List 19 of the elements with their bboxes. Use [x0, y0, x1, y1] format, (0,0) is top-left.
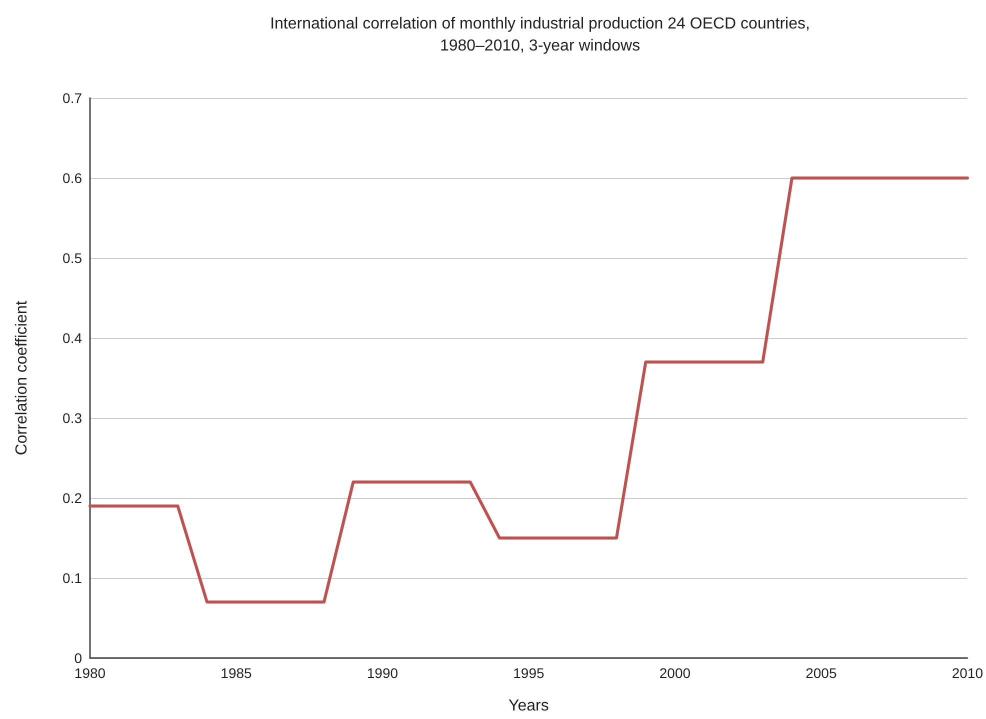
x-tick-label: 2010 [952, 665, 984, 681]
x-tick-label: 2005 [806, 665, 837, 681]
y-tick-label: 0.3 [62, 410, 82, 426]
x-tick-label: 1980 [74, 665, 106, 681]
x-tick-label: 1985 [220, 665, 252, 681]
y-axis-title: Correlation coefficient [14, 300, 30, 456]
y-tick-label: 0.6 [62, 170, 82, 186]
y-tick-label: 0.7 [62, 90, 82, 106]
x-tick-label: 1990 [366, 665, 398, 681]
x-tick-label: 1995 [513, 665, 544, 681]
x-tick-label: 2000 [659, 665, 691, 681]
x-axis-title: Years [508, 698, 549, 714]
y-tick-label: 0 [74, 650, 82, 666]
line-series [88, 176, 969, 604]
y-tick-label: 0.1 [62, 570, 82, 586]
y-tick-label: 0.2 [62, 490, 82, 506]
y-tick-label: 0.4 [62, 330, 82, 346]
y-tick-label: 0.5 [62, 250, 82, 266]
chart-title: International correlation of monthly industrial production 24 OECD countries, 1980–2010, 3-year windows [270, 16, 810, 54]
